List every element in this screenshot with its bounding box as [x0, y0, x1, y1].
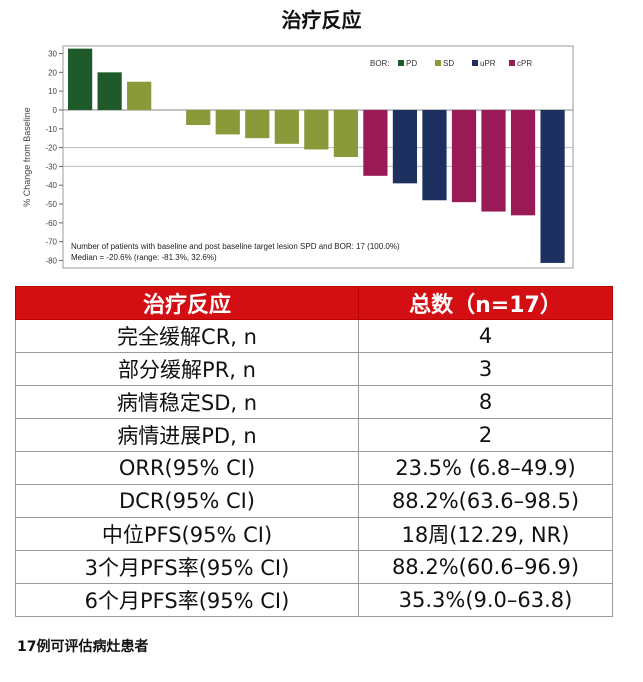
- row-value: 4: [358, 319, 613, 353]
- row-value: 3: [358, 352, 613, 386]
- bar-sd: [245, 109, 270, 139]
- row-value: 88.2%(63.6–98.5): [358, 484, 613, 518]
- waterfall-chart: 30 20 10 0 -10 -20 -30 -40 -50 -60 -70 -80 % Change …: [22, 45, 574, 269]
- y-tick-label: -20: [45, 144, 57, 153]
- y-tick-label: 0: [53, 106, 58, 115]
- row-value: 23.5% (6.8–49.9): [358, 451, 613, 485]
- y-tick-label: -70: [45, 238, 57, 247]
- bar-sd: [333, 109, 358, 157]
- bar-cpr: [363, 109, 388, 176]
- legend-swatch-pd: [398, 60, 404, 66]
- legend-swatch-upr: [472, 60, 478, 66]
- legend-title: BOR:: [370, 59, 390, 68]
- bar-pd: [68, 48, 93, 110]
- legend-label: PD: [406, 59, 417, 68]
- header-response: 治疗反应: [15, 286, 359, 320]
- y-tick-label: -10: [45, 125, 57, 134]
- table-row: ORR(95% CI) 23.5% (6.8–49.9): [15, 451, 613, 485]
- table-row: DCR(95% CI) 88.2%(63.6–98.5): [15, 484, 613, 518]
- bar-sd: [127, 81, 152, 110]
- y-tick-label: 20: [48, 68, 57, 77]
- row-label: ORR(95% CI): [15, 451, 359, 485]
- table-header-row: 治疗反应 总数（n=17）: [15, 286, 613, 320]
- header-total: 总数（n=17）: [358, 286, 613, 320]
- y-axis-label: % Change from Baseline: [22, 107, 32, 207]
- table-row: 6个月PFS率(95% CI) 35.3%(9.0–63.8): [15, 583, 613, 617]
- bar-sd: [304, 109, 329, 150]
- y-tick-label: -30: [45, 162, 57, 171]
- row-value: 35.3%(9.0–63.8): [358, 583, 613, 617]
- row-value: 18周(12.29, NR): [358, 517, 613, 551]
- legend-label: SD: [443, 59, 454, 68]
- y-tick-label: -80: [45, 256, 57, 265]
- row-value: 8: [358, 385, 613, 419]
- legend-label: uPR: [480, 59, 496, 68]
- row-label: 3个月PFS率(95% CI): [15, 550, 359, 584]
- y-tick-label: 30: [48, 50, 57, 59]
- bar-upr: [540, 109, 565, 263]
- y-tick-label: -40: [45, 181, 57, 190]
- bar-sd: [274, 109, 299, 144]
- footnote: 17例可评估病灶患者: [17, 639, 149, 655]
- y-tick-label: 10: [48, 87, 57, 96]
- annotation-median: Median = -20.6% (range: -81.3%, 32.6%): [71, 253, 217, 262]
- bar-cpr: [481, 109, 506, 212]
- legend-label: cPR: [517, 59, 532, 68]
- bar-pd: [97, 72, 122, 110]
- y-tick-label: -60: [45, 219, 57, 228]
- row-label: 6个月PFS率(95% CI): [15, 583, 359, 617]
- table-row: 3个月PFS率(95% CI) 88.2%(60.6–96.9): [15, 550, 613, 584]
- table-row: 中位PFS(95% CI) 18周(12.29, NR): [15, 517, 613, 551]
- row-label: 病情进展PD, n: [15, 418, 359, 452]
- row-label: DCR(95% CI): [15, 484, 359, 518]
- row-label: 病情稳定SD, n: [15, 385, 359, 419]
- legend-swatch-cpr: [509, 60, 515, 66]
- row-label: 完全缓解CR, n: [15, 319, 359, 353]
- bar-cpr: [451, 109, 477, 203]
- row-label: 部分缓解PR, n: [15, 352, 359, 386]
- page-title: 治疗反应: [281, 8, 362, 32]
- y-tick-label: -50: [45, 200, 57, 209]
- row-label: 中位PFS(95% CI): [15, 517, 359, 551]
- bar-sd: [215, 109, 240, 135]
- bar-cpr: [510, 109, 536, 216]
- bar-upr: [392, 109, 418, 184]
- bar-upr: [422, 109, 447, 201]
- bar-sd: [186, 109, 211, 126]
- row-value: 2: [358, 418, 613, 452]
- response-table: 治疗反应 总数（n=17） 完全缓解CR, n 4 部分缓解PR, n 3 病情稳定SD…: [15, 286, 613, 617]
- annotation-count: Number of patients with baseline and pos…: [71, 242, 400, 251]
- legend-swatch-sd: [435, 60, 441, 66]
- row-value: 88.2%(60.6–96.9): [358, 550, 613, 584]
